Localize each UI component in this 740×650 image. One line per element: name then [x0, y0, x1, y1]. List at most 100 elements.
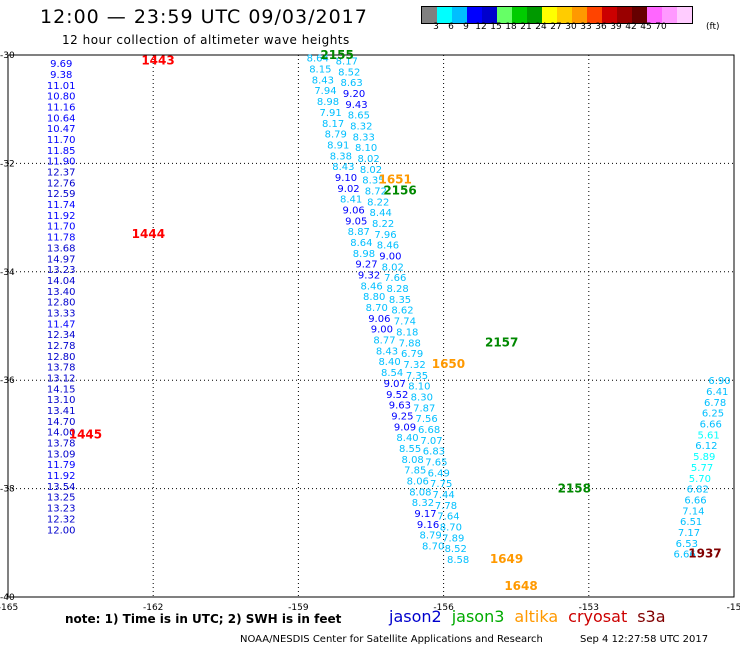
color-tick-label: 15	[490, 22, 502, 32]
wave-height-value: 12.78	[47, 341, 76, 352]
wave-height-value: 6.66	[700, 420, 722, 431]
wave-height-value: 8.18	[396, 327, 418, 338]
wave-height-value: 6.90	[708, 376, 730, 387]
color-tick-label: 33	[580, 22, 592, 32]
wave-height-value: 8.41	[340, 195, 362, 206]
color-tick-label: 70	[655, 22, 667, 32]
wave-height-value: 8.79	[419, 531, 441, 542]
color-tick-label: 9	[463, 22, 469, 32]
wave-height-value: 8.80	[363, 292, 385, 303]
wave-height-value: 7.78	[435, 501, 457, 512]
pass-time-label: 1445	[69, 427, 102, 441]
wave-height-value: 8.72	[365, 187, 387, 198]
wave-height-value: 8.55	[399, 444, 421, 455]
wave-height-value: 8.64	[307, 54, 329, 65]
pass-time-label: 2157	[485, 335, 518, 349]
wave-height-value: 8.58	[447, 555, 469, 566]
wave-height-value: 7.89	[442, 533, 464, 544]
wave-height-value: 14.15	[47, 384, 76, 395]
wave-height-value: 8.98	[353, 249, 375, 260]
legend-entry: jason2	[389, 607, 442, 626]
color-swatch	[662, 7, 677, 23]
wave-height-value: 7.32	[403, 360, 425, 371]
wave-height-value: 9.06	[368, 314, 390, 325]
wave-height-value: 7.91	[319, 108, 341, 119]
wave-height-value: 13.10	[47, 395, 76, 406]
wave-height-value: 14.04	[47, 276, 76, 287]
color-tick-label: 27	[550, 22, 562, 32]
wave-height-value: 6.12	[695, 441, 717, 452]
wave-height-value: 11.70	[47, 135, 76, 146]
wave-height-value: 6.82	[687, 485, 709, 496]
wave-height-value: 8.22	[372, 219, 394, 230]
wave-height-value: 13.12	[47, 373, 76, 384]
wave-height-value: 9.06	[343, 205, 365, 216]
wave-height-value: 8.91	[327, 140, 349, 151]
wave-height-value: 12.59	[47, 189, 76, 200]
wave-height-value: 7.94	[314, 86, 336, 97]
wave-height-value: 11.85	[47, 146, 76, 157]
color-tick-label: 30	[565, 22, 577, 32]
pass-time-label: 1651	[378, 173, 411, 187]
wave-height-value: 9.16	[417, 520, 439, 531]
color-tick-label: 39	[610, 22, 622, 32]
wave-height-value: 8.70	[440, 523, 462, 534]
wave-height-value: 13.54	[47, 482, 76, 493]
wave-height-value: 8.62	[391, 306, 413, 317]
wave-height-value: 9.52	[386, 390, 408, 401]
wave-height-value: 11.01	[47, 81, 76, 92]
pass-time-label: 1937	[688, 547, 721, 561]
pass-time-label: 2156	[383, 184, 416, 198]
chart-subtitle: 12 hour collection of altimeter wave hei…	[62, 33, 350, 47]
wave-height-value: 9.20	[343, 89, 365, 100]
wave-height-value: 6.66	[673, 550, 695, 561]
wave-height-value: 9.05	[345, 216, 367, 227]
wave-height-value: 8.08	[402, 455, 424, 466]
wave-height-value: 8.63	[341, 78, 363, 89]
wave-height-value: 8.98	[317, 97, 339, 108]
wave-height-value: 8.87	[348, 227, 370, 238]
wave-height-value: 8.52	[445, 544, 467, 555]
wave-height-value: 5.89	[693, 452, 715, 463]
wave-height-value: 13.41	[47, 406, 76, 417]
color-swatch	[587, 7, 602, 23]
wave-height-value: 14.70	[47, 417, 76, 428]
color-swatch	[437, 7, 452, 23]
wave-height-value: 6.78	[704, 398, 726, 409]
wave-height-value: 8.46	[377, 241, 399, 252]
wave-height-value: 8.79	[325, 130, 347, 141]
wave-height-value: 12.37	[47, 168, 76, 179]
color-swatch	[677, 7, 692, 23]
wave-height-value: 11.92	[47, 471, 76, 482]
color-tick-label: 3	[433, 22, 439, 32]
wave-height-value: 8.40	[378, 357, 400, 368]
wave-height-value: 9.43	[345, 100, 367, 111]
color-tick-label: 18	[505, 22, 517, 32]
pass-time-label: 1650	[432, 357, 465, 371]
y-tick-label: -36	[0, 376, 15, 386]
wave-height-value: 9.69	[50, 59, 72, 70]
generated-timestamp: Sep 4 12:27:58 UTC 2017	[580, 634, 709, 645]
wave-height-value: 8.08	[409, 487, 431, 498]
wave-height-value: 12.32	[47, 514, 76, 525]
color-swatch	[467, 7, 482, 23]
wave-height-value: 8.28	[386, 284, 408, 295]
wave-height-value: 8.02	[357, 154, 379, 165]
wave-height-value: 7.35	[406, 371, 428, 382]
wave-height-value: 7.75	[430, 479, 452, 490]
x-tick-label: -162	[143, 603, 163, 613]
legend-entry: altika	[514, 607, 559, 626]
wave-height-value: 8.44	[370, 208, 392, 219]
x-tick-label: -159	[288, 603, 309, 613]
wave-height-value: 8.10	[408, 382, 430, 393]
wave-height-value: 13.78	[47, 363, 76, 374]
x-tick-label: -153	[579, 603, 599, 613]
wave-height-value: 6.79	[401, 349, 423, 360]
wave-height-value: 11.16	[47, 102, 76, 113]
color-tick-label: 42	[625, 22, 637, 32]
wave-height-value: 8.15	[309, 65, 331, 76]
wave-height-value: 11.70	[47, 222, 76, 233]
wave-height-value: 7.88	[399, 338, 421, 349]
color-swatch	[617, 7, 632, 23]
